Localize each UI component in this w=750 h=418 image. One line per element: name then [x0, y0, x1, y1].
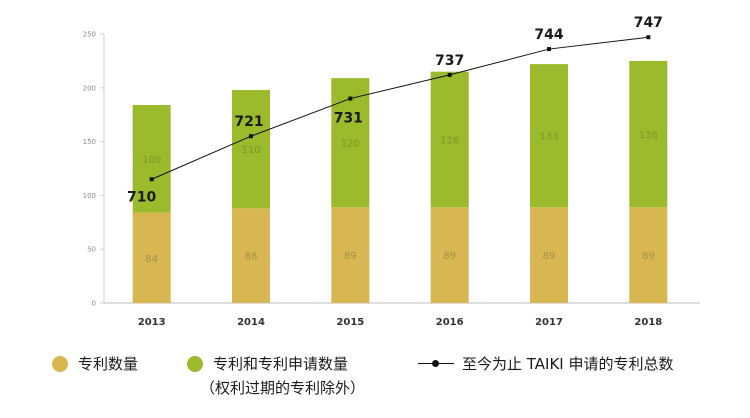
bar-segment-patent-count	[232, 208, 270, 303]
x-tick-label: 2014	[237, 317, 265, 328]
bar-segment-patent-count	[132, 212, 171, 303]
bar-value-label-patent-and-application: 110	[241, 145, 260, 156]
bar-segment-patent-and-application	[430, 71, 469, 208]
bar-segment-patent-count	[629, 207, 668, 303]
line-value-label-total-patents: 731	[334, 111, 363, 127]
y-tick-label: 100	[83, 192, 96, 200]
legend-label-patent-and-application: 专利和专利申请数量	[213, 355, 349, 373]
legend-item-patent-and-application: 专利和专利申请数量	[187, 353, 348, 374]
x-tick-label: 2017	[535, 317, 563, 328]
bar-value-label-patent-count: 84	[145, 254, 158, 265]
legend-swatch-patent-count	[52, 355, 68, 372]
bar-segment-patent-count	[331, 207, 370, 303]
legend-label-total-line: 至今为止 TAIKI 申请的专利总数	[462, 355, 674, 373]
bar-segment-patent-count	[430, 207, 469, 303]
line-value-label-total-patents: 744	[534, 27, 563, 43]
x-tick-label: 2013	[138, 317, 166, 328]
bar-value-label-patent-count: 88	[245, 252, 258, 263]
line-total-patents	[151, 36, 649, 180]
line-point-total-patents	[348, 96, 353, 101]
legend-item-total-line: 至今为止 TAIKI 申请的专利总数	[418, 353, 673, 374]
legend-swatch-total-line	[418, 358, 454, 370]
bar-value-label-patent-and-application: 100	[142, 155, 161, 166]
y-tick-label: 200	[83, 84, 96, 92]
bar-segment-patent-and-application	[232, 89, 270, 209]
legend-note-expired: （权利过期的专利除外）	[200, 379, 366, 397]
line-point-total-patents	[149, 177, 154, 182]
line-point-total-patents	[646, 35, 651, 40]
line-value-label-total-patents: 747	[634, 15, 663, 31]
legend-swatch-patent-and-application	[187, 355, 203, 372]
bar-value-label-patent-and-application: 126	[440, 135, 459, 146]
line-value-label-total-patents: 710	[127, 189, 156, 205]
bar-value-label-patent-count: 89	[642, 251, 655, 262]
bar-segment-patent-and-application	[629, 60, 668, 208]
x-tick-label: 2015	[336, 317, 364, 328]
y-tick-label: 0	[92, 300, 96, 308]
bar-value-label-patent-count: 89	[443, 251, 456, 262]
y-tick-label: 150	[83, 138, 96, 146]
bar-value-label-patent-count: 89	[344, 251, 357, 262]
bar-value-label-patent-and-application: 136	[639, 130, 658, 141]
y-tick-label: 250	[83, 31, 96, 39]
x-tick-label: 2018	[634, 317, 662, 328]
x-tick-label: 2016	[436, 317, 464, 328]
line-point-total-patents	[249, 134, 253, 139]
legend-label-patent-count: 专利数量	[78, 355, 139, 373]
legend-item-patent-count: 专利数量	[52, 353, 138, 374]
y-tick-label: 50	[87, 246, 96, 254]
bar-value-label-patent-and-application: 120	[341, 139, 360, 150]
line-point-total-patents	[447, 72, 452, 77]
bar-value-label-patent-and-application: 133	[539, 132, 558, 143]
bar-segment-patent-and-application	[132, 105, 171, 213]
bar-segment-patent-and-application	[530, 64, 568, 208]
bar-segment-patent-count	[530, 207, 568, 303]
line-value-label-total-patents: 721	[234, 114, 263, 130]
bar-value-label-patent-count: 89	[543, 251, 556, 262]
line-value-label-total-patents: 737	[435, 53, 464, 69]
legend: 专利数量 专利和专利申请数量 （权利过期的专利除外） 至今为止 TAIKI 申请…	[0, 345, 750, 415]
line-point-total-patents	[547, 47, 551, 52]
